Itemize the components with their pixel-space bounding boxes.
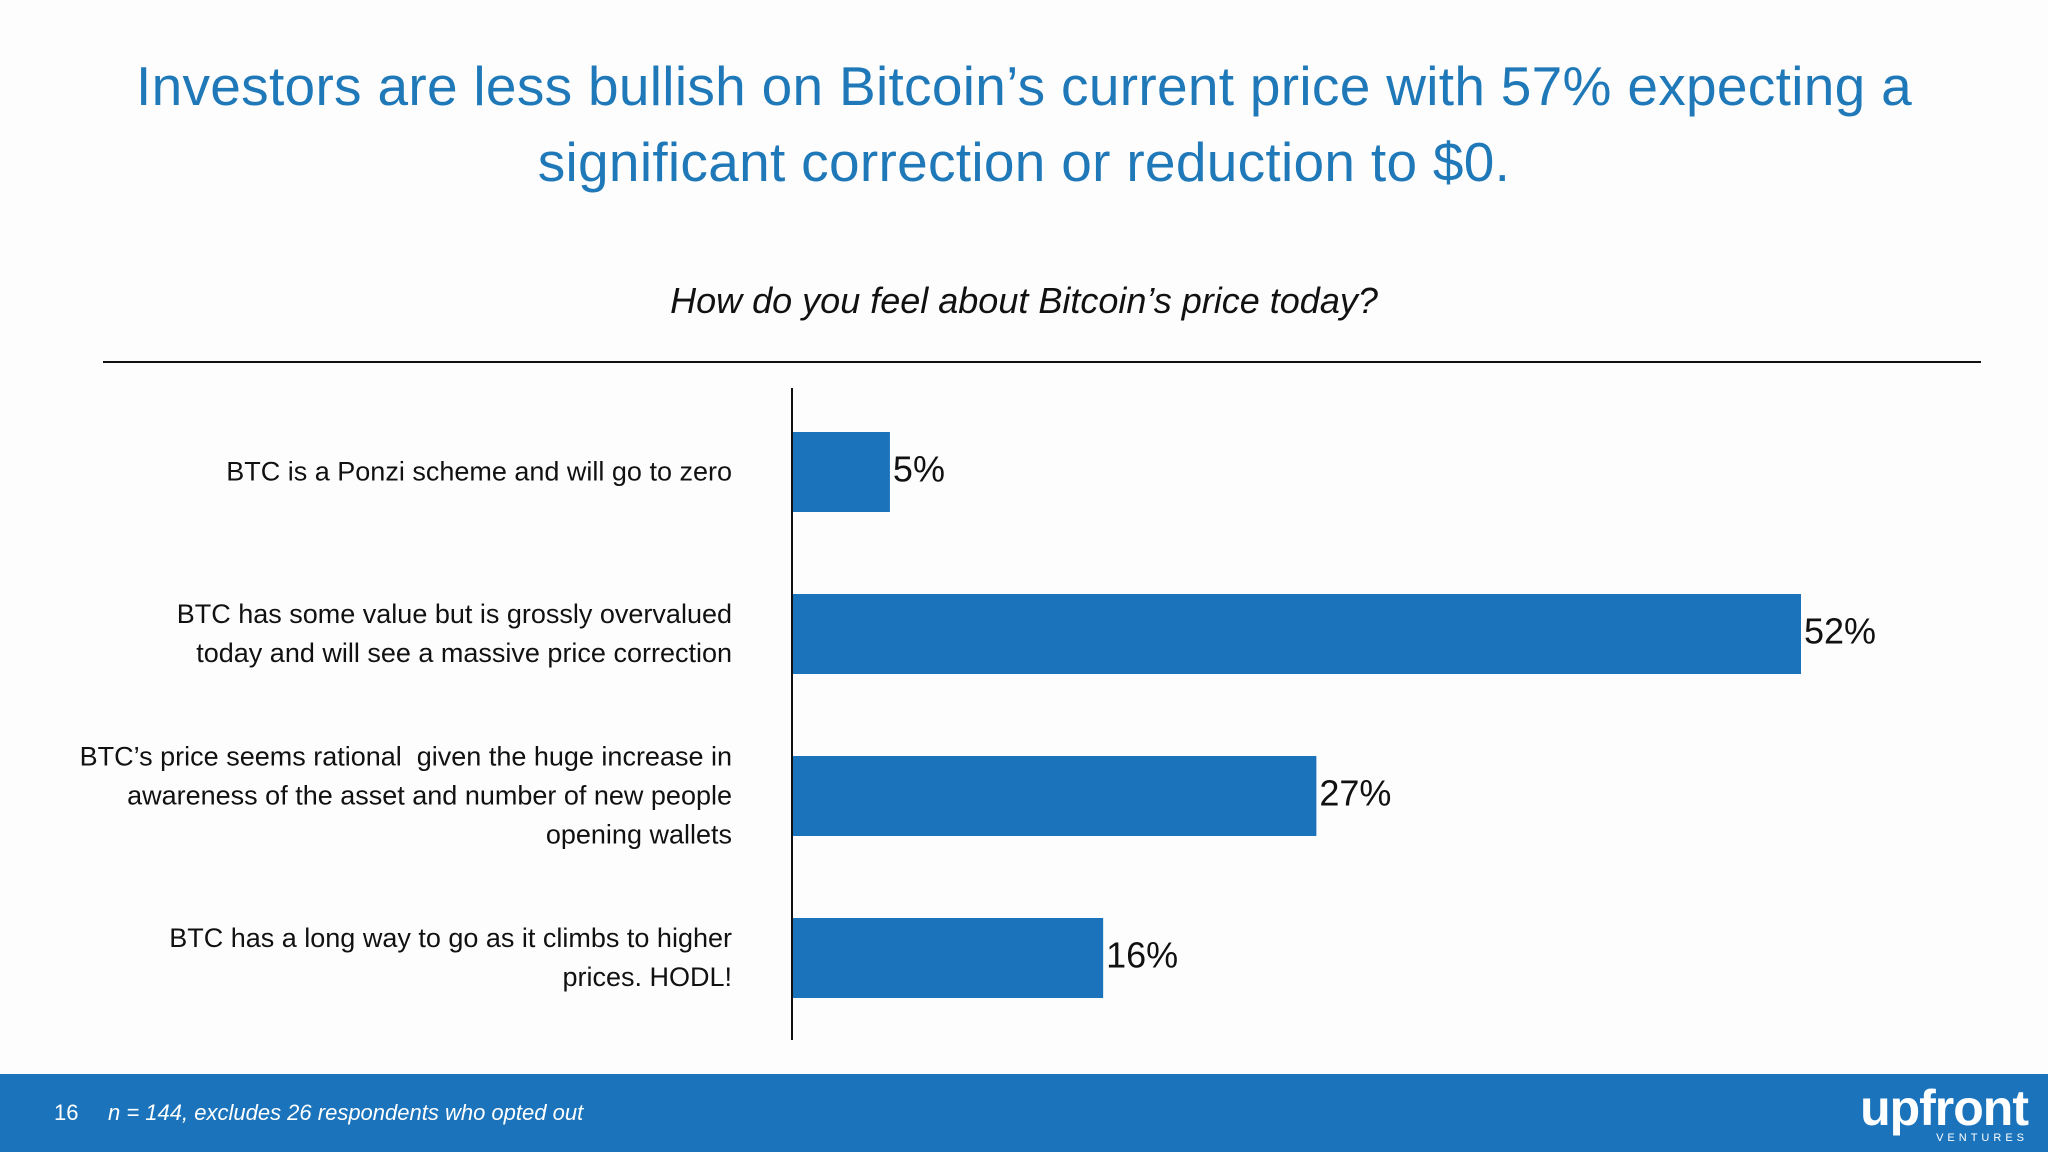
category-label-2: BTC has some value but is grossly overva… <box>12 595 732 673</box>
category-label-line: today and will see a massive price corre… <box>196 638 732 668</box>
bar-4 <box>793 918 1104 998</box>
category-label-3: BTC’s price seems rational given the hug… <box>12 738 732 855</box>
upfront-logo: upfront VENTURES <box>1860 1080 2029 1144</box>
logo-subtext: VENTURES <box>1936 1132 2028 1144</box>
category-label-4: BTC has a long way to go as it climbs to… <box>12 919 732 997</box>
footer-bar: 16 n = 144, excludes 26 respondents who … <box>0 1074 2048 1152</box>
category-label-line: awareness of the asset and number of new… <box>127 780 732 811</box>
logo-wordmark: upfront <box>1860 1080 2029 1136</box>
value-label-3: 27% <box>1319 773 1391 814</box>
category-label-line: BTC has a long way to go as it climbs to… <box>169 923 732 953</box>
category-label-line: BTC’s price seems rational given the hug… <box>79 741 732 772</box>
page-number: 16 <box>54 1100 79 1125</box>
category-label-line: BTC is a Ponzi scheme and will go to zer… <box>226 456 732 487</box>
chart-title: How do you feel about Bitcoin’s price to… <box>670 280 1378 321</box>
value-label-2: 52% <box>1804 611 1876 652</box>
value-label-4: 16% <box>1106 935 1178 976</box>
bar-3 <box>793 756 1317 836</box>
category-label-1: BTC is a Ponzi scheme and will go to zer… <box>12 453 732 492</box>
category-label-line: opening wallets <box>545 819 732 850</box>
slide-title: Investors are less bullish on Bitcoin’s … <box>136 55 1912 193</box>
category-label-line: prices. HODL! <box>562 962 732 992</box>
value-label-1: 5% <box>893 449 945 490</box>
category-label-line: BTC has some value but is grossly overva… <box>176 599 732 629</box>
bar-2 <box>793 594 1801 674</box>
footnote: n = 144, excludes 26 respondents who opt… <box>108 1100 584 1125</box>
bar-1 <box>793 432 890 512</box>
title-divider <box>103 361 1981 363</box>
